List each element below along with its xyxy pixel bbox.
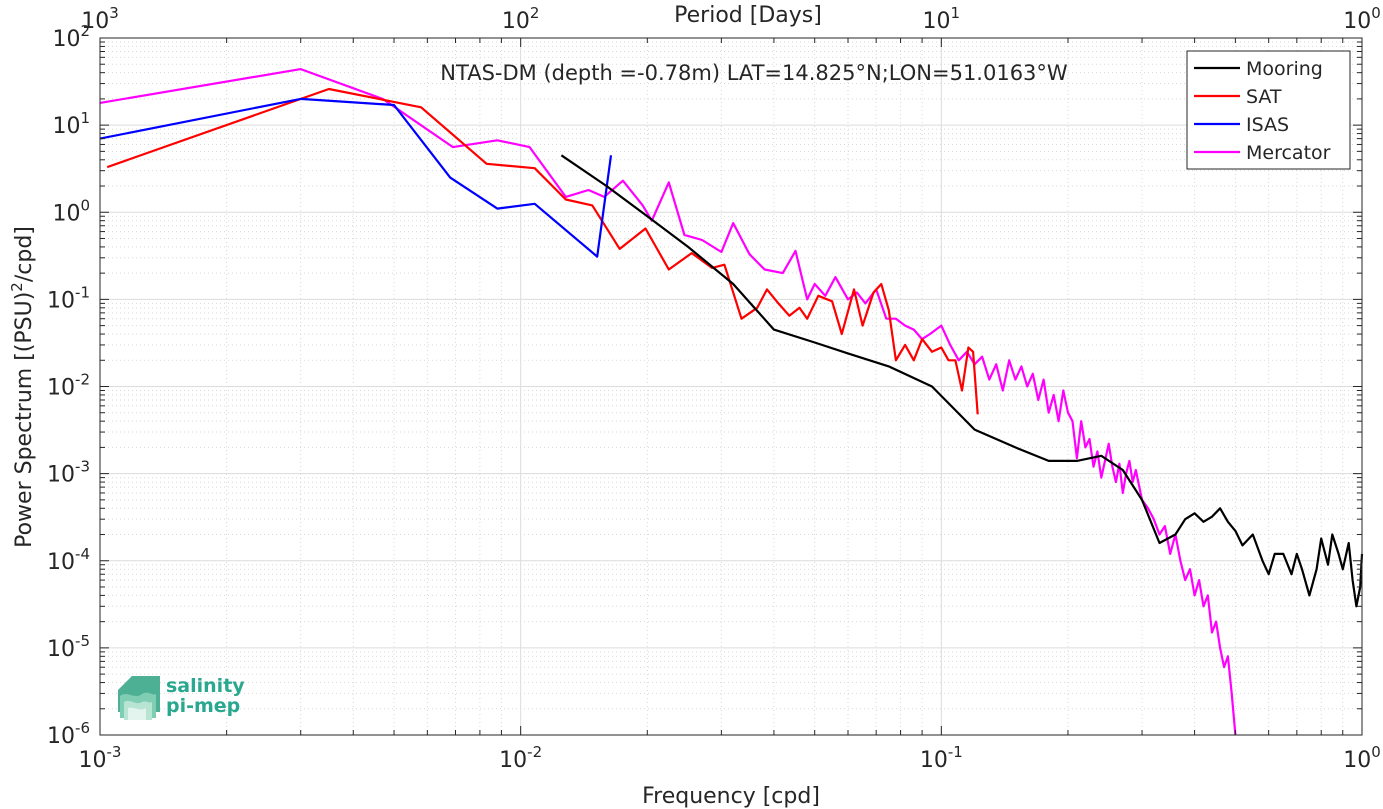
y-tick-label: 102 (52, 22, 90, 52)
waves-logo-icon (118, 676, 160, 720)
series-line-mooring (560, 154, 1364, 608)
salinity-pi-mep-logo: salinity pi-mep (118, 675, 245, 720)
legend-label-sat: SAT (1246, 86, 1282, 108)
x-axis-label: Frequency [cpd] (642, 784, 820, 809)
chart-title: NTAS-DM (depth =-0.78m) LAT=14.825°N;LON… (440, 61, 1068, 85)
logo-text-pi-mep: pi-mep (166, 695, 240, 717)
x2-tick-label: 101 (923, 4, 961, 34)
y-tick-label: 10-3 (47, 458, 90, 488)
legend-label-mooring: Mooring (1246, 58, 1323, 80)
y-tick-label: 10-2 (47, 371, 90, 401)
legend: Mooring SAT ISAS Mercator (1186, 50, 1351, 170)
y-tick-label: 10-5 (47, 632, 90, 662)
logo-text-salinity: salinity (166, 675, 245, 697)
y-axis-label-sup: 2 (8, 282, 26, 292)
y-tick-label: 100 (52, 196, 90, 226)
y-axis-label-tail: /cpd] (12, 226, 37, 282)
x2-tick-label: 103 (81, 4, 119, 34)
y-axis-label: Power Spectrum [(PSU)2/cpd] (8, 226, 37, 548)
legend-label-isas: ISAS (1246, 114, 1289, 136)
x-tick-label: 10-2 (499, 743, 542, 773)
y-tick-label: 10-1 (47, 283, 90, 313)
x2-axis-label: Period [Days] (674, 3, 822, 28)
legend-box (1186, 50, 1351, 170)
series-line-isas (99, 97, 613, 258)
series-layer (99, 68, 1364, 736)
x2-tick-label: 102 (502, 4, 540, 34)
x2-tick-label: 100 (1343, 4, 1381, 34)
x-tick-label: 10-3 (79, 743, 122, 773)
y-tick-label: 101 (52, 109, 90, 139)
y-tick-label: 10-4 (47, 545, 90, 575)
legend-label-mercator: Mercator (1246, 142, 1331, 164)
y-tick-label: 10-6 (47, 719, 90, 749)
series-line-sat (106, 87, 979, 415)
y-axis-label-main: Power Spectrum [(PSU) (12, 292, 37, 548)
x-tick-label: 10-1 (920, 743, 963, 773)
x-tick-label: 100 (1343, 743, 1381, 773)
title-group: NTAS-DM (depth =-0.78m) LAT=14.825°N;LON… (440, 61, 1068, 85)
series-line-mercator (99, 68, 1237, 736)
